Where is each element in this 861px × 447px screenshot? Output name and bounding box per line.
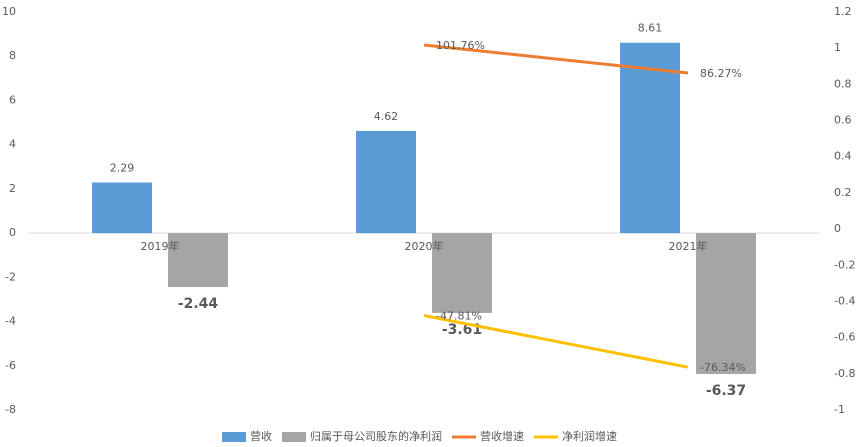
line-value-label: 101.76%	[436, 39, 485, 52]
value-label: -6.37	[706, 383, 746, 399]
y2-tick-label: 0.2	[834, 186, 852, 199]
y2-tick-label: 0	[834, 222, 841, 235]
line-value-label: 86.27%	[700, 67, 742, 80]
line-value-label: -76.34%	[700, 361, 746, 374]
y2-tick-label: -0.8	[834, 367, 855, 380]
line	[423, 314, 689, 369]
x-tick-label: 2021年	[669, 239, 708, 253]
bar	[432, 233, 492, 313]
y-tick-label: 6	[9, 93, 16, 106]
y-tick-label: 8	[9, 49, 16, 62]
legend-label: 净利润增速	[562, 429, 617, 443]
legend-label: 营收增速	[480, 429, 524, 443]
y2-tick-label: -1	[834, 403, 845, 416]
bar	[356, 130, 416, 234]
bar	[168, 233, 228, 288]
y-tick-label: -6	[5, 359, 16, 372]
y-tick-label: 2	[9, 182, 16, 195]
y-tick-label: 4	[9, 138, 16, 151]
y-tick-label: 0	[9, 226, 16, 239]
y-tick-label: 10	[2, 5, 16, 18]
x-tick-label: 2019年	[141, 239, 180, 253]
line	[423, 43, 689, 75]
y2-tick-label: 1.2	[834, 5, 852, 18]
y-tick-label: -2	[5, 270, 16, 283]
y2-tick-label: 0.6	[834, 114, 852, 127]
y2-tick-label: 0.8	[834, 77, 852, 90]
y-tick-label: -4	[5, 315, 16, 328]
bar	[620, 42, 680, 234]
x-tick-label: 2020年	[405, 239, 444, 253]
value-label: 2.29	[110, 161, 135, 174]
legend-swatch	[222, 432, 246, 442]
y2-tick-label: 0.4	[834, 150, 852, 163]
y-tick-label: -8	[5, 403, 16, 416]
bar	[696, 233, 756, 374]
bar	[92, 182, 152, 234]
value-label: 8.61	[638, 22, 663, 35]
y2-tick-label: -0.4	[834, 294, 855, 307]
line-value-label: -47.81%	[436, 310, 482, 323]
legend-swatch	[282, 432, 306, 442]
y2-tick-label: -0.2	[834, 258, 855, 271]
legend-label: 归属于母公司股东的净利润	[310, 429, 442, 443]
legend-label: 营收	[250, 429, 272, 443]
value-label: 4.62	[374, 110, 399, 123]
value-label: -2.44	[178, 296, 219, 312]
y2-tick-label: 1	[834, 41, 841, 54]
y2-tick-label: -0.6	[834, 331, 855, 344]
